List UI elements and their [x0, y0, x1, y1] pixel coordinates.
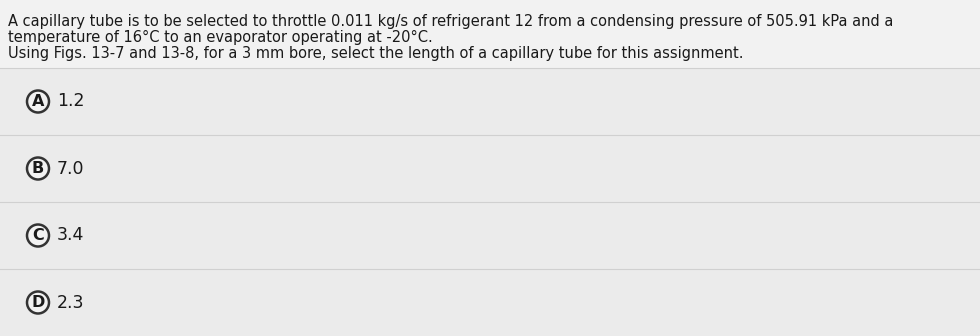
- Text: 3.4: 3.4: [57, 226, 84, 245]
- FancyBboxPatch shape: [0, 135, 980, 202]
- Text: C: C: [32, 228, 44, 243]
- FancyBboxPatch shape: [0, 202, 980, 269]
- Ellipse shape: [27, 224, 49, 247]
- Ellipse shape: [27, 292, 49, 313]
- Text: 1.2: 1.2: [57, 92, 84, 111]
- Ellipse shape: [27, 90, 49, 113]
- Text: Using Figs. 13-7 and 13-8, for a 3 mm bore, select the length of a capillary tub: Using Figs. 13-7 and 13-8, for a 3 mm bo…: [8, 46, 744, 61]
- Text: 2.3: 2.3: [57, 294, 84, 311]
- FancyBboxPatch shape: [0, 269, 980, 336]
- Text: D: D: [31, 295, 45, 310]
- Text: temperature of 16°C to an evaporator operating at -20°C.: temperature of 16°C to an evaporator ope…: [8, 30, 433, 45]
- Text: A capillary tube is to be selected to throttle 0.011 kg/s of refrigerant 12 from: A capillary tube is to be selected to th…: [8, 14, 894, 29]
- Text: A: A: [31, 94, 44, 109]
- FancyBboxPatch shape: [0, 68, 980, 135]
- Ellipse shape: [27, 158, 49, 179]
- Text: 7.0: 7.0: [57, 160, 84, 177]
- Text: B: B: [32, 161, 44, 176]
